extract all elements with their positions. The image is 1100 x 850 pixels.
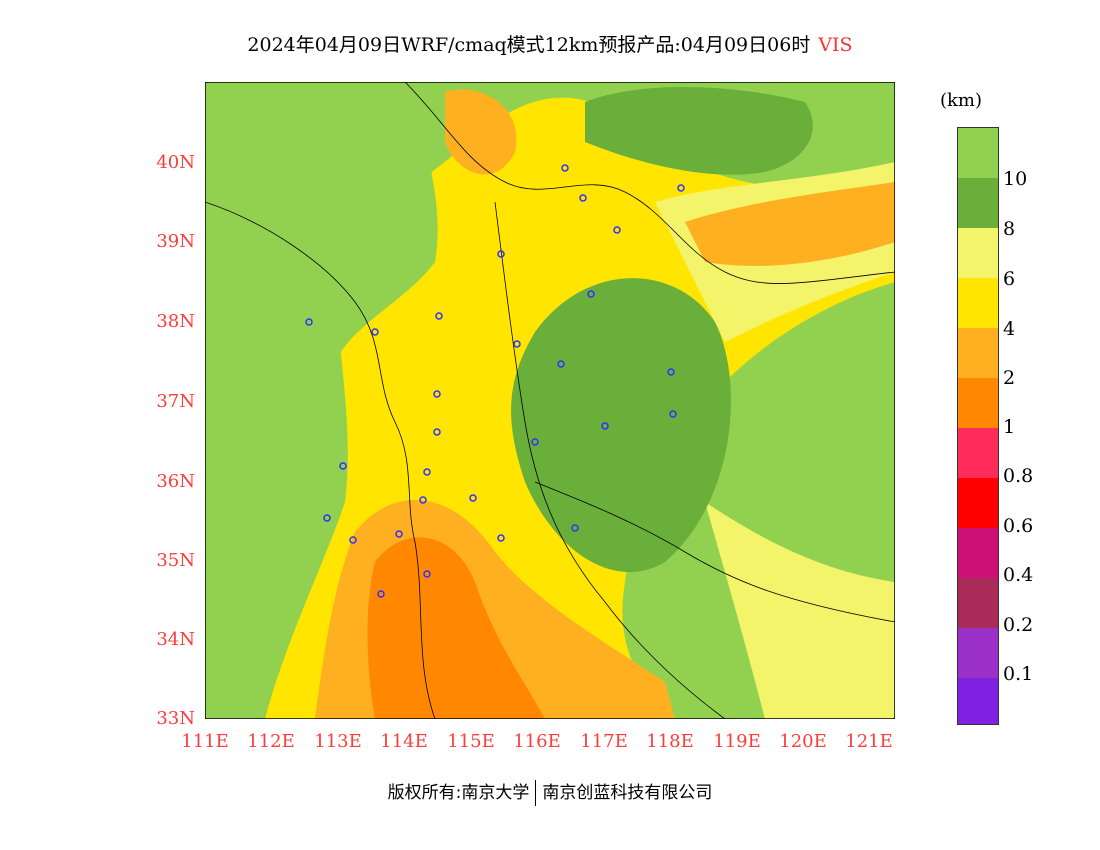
cb-label-6: 6	[1003, 268, 1016, 290]
lon-label-113: 113E	[314, 731, 362, 752]
footer-left: 版权所有:南京大学	[387, 783, 530, 803]
lat-label-35: 35N	[156, 550, 195, 571]
cb-label-0-2: 0.2	[1003, 614, 1034, 636]
lon-label-115: 115E	[447, 731, 495, 752]
cb-seg-10	[958, 628, 998, 678]
lat-label-37: 37N	[156, 391, 195, 412]
colorbar	[957, 127, 999, 725]
cb-seg-4	[958, 328, 998, 378]
cb-seg-6	[958, 428, 998, 478]
cb-label-2: 2	[1003, 367, 1016, 389]
vis-zone-8-10-north	[585, 87, 813, 175]
boundary-lines	[205, 82, 895, 719]
title-main: 2024年04月09日WRF/cmaq模式12km预报产品:04月09日06时	[247, 34, 811, 56]
footer-right: 南京创蓝科技有限公司	[542, 783, 713, 803]
lat-label-39: 39N	[156, 231, 195, 252]
vis-zone-2-4-northeast	[685, 182, 895, 266]
lon-label-114: 114E	[380, 731, 428, 752]
lat-label-33: 33N	[156, 708, 195, 729]
cb-seg-5	[958, 378, 998, 428]
vis-zone-1-2-south	[367, 537, 545, 719]
cb-label-0-8: 0.8	[1003, 465, 1034, 487]
lat-label-38: 38N	[156, 311, 195, 332]
lat-label-34: 34N	[156, 629, 195, 650]
map-title: 2024年04月09日WRF/cmaq模式12km预报产品:04月09日06时 V…	[0, 30, 1100, 57]
lat-label-36: 36N	[156, 471, 195, 492]
footer-separator	[535, 780, 537, 806]
cb-seg-0	[958, 128, 998, 178]
lat-label-40: 40N	[156, 152, 195, 173]
cb-seg-8	[958, 528, 998, 578]
cb-seg-1	[958, 178, 998, 228]
cb-label-10: 10	[1003, 168, 1028, 190]
cb-label-1: 1	[1003, 416, 1016, 438]
cb-seg-2	[958, 228, 998, 278]
lon-label-117: 117E	[580, 731, 628, 752]
lon-label-116: 116E	[513, 731, 561, 752]
lon-label-111: 111E	[181, 731, 229, 752]
map-canvas	[205, 82, 895, 719]
vis-zone-8-10-center	[511, 278, 731, 573]
cb-label-0-1: 0.1	[1003, 663, 1034, 685]
cb-label-4: 4	[1003, 318, 1016, 340]
cb-label-8: 8	[1003, 218, 1016, 240]
cb-label-0-6: 0.6	[1003, 515, 1034, 537]
vis-zone-2-4-north	[445, 89, 517, 175]
cb-seg-11	[958, 678, 998, 724]
cb-seg-7	[958, 478, 998, 528]
lon-label-120: 120E	[779, 731, 827, 752]
legend-unit: (km)	[940, 90, 983, 111]
cb-label-0-4: 0.4	[1003, 564, 1034, 586]
copyright-footer: 版权所有:南京大学 南京创蓝科技有限公司	[0, 778, 1100, 806]
station-markers	[305, 164, 685, 598]
lon-label-118: 118E	[646, 731, 694, 752]
title-variable: VIS	[818, 34, 853, 56]
vis-zone-10-west	[205, 82, 438, 662]
cb-seg-3	[958, 278, 998, 328]
vis-zone-6-8-southeast	[705, 502, 895, 719]
lon-label-119: 119E	[713, 731, 761, 752]
lon-label-112: 112E	[247, 731, 295, 752]
cb-seg-9	[958, 578, 998, 628]
lon-label-121: 121E	[845, 731, 893, 752]
visibility-map	[205, 82, 895, 719]
